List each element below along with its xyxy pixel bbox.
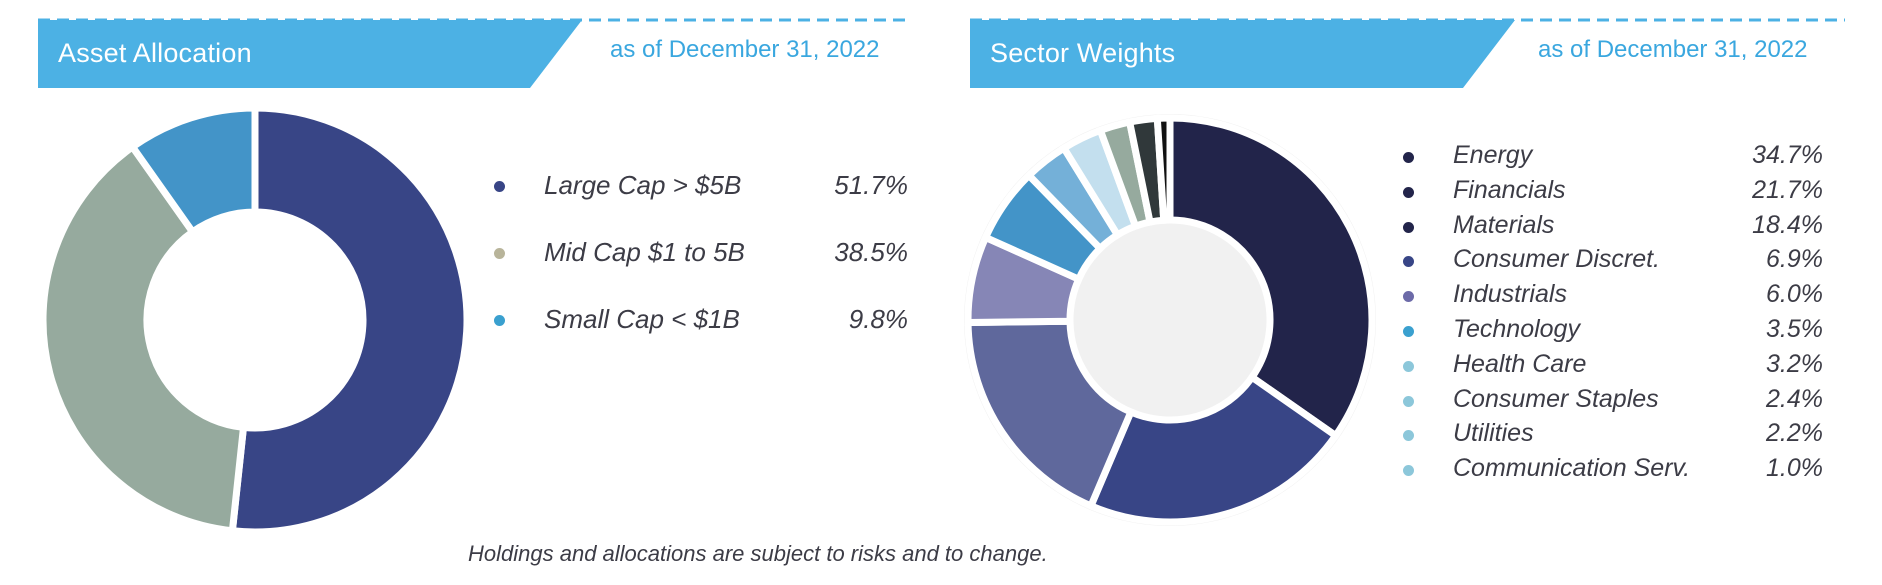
legend-value: 2.4%	[1766, 384, 1823, 413]
legend-label: Large Cap > $5B	[544, 170, 742, 200]
legend-value: 38.5%	[834, 237, 908, 267]
legend-item-small-cap-1b: Small Cap < $1B 9.8%	[494, 304, 914, 338]
header-title-tab	[38, 20, 582, 88]
asset-allocation-donut	[40, 105, 470, 535]
legend-label: Utilities	[1453, 419, 1534, 448]
legend-item-communication-serv: Communication Serv. 1.0%	[1403, 454, 1823, 488]
legend-item-health-care: Health Care 3.2%	[1403, 350, 1823, 384]
legend-dot	[1403, 395, 1414, 407]
sector-weights-title: Sector Weights	[990, 38, 1176, 68]
legend-dot	[1403, 256, 1414, 268]
legend-dot	[1403, 465, 1414, 477]
legend-item-consumer-staples: Consumer Staples 2.4%	[1403, 385, 1823, 419]
legend-label: Materials	[1453, 210, 1555, 239]
legend-item-utilities: Utilities 2.2%	[1403, 419, 1823, 453]
legend-item-technology: Technology 3.5%	[1403, 315, 1823, 349]
legend-label: Consumer Staples	[1453, 384, 1659, 413]
legend-dot	[494, 181, 505, 192]
legend-dot	[1403, 430, 1414, 442]
legend-label: Communication Serv.	[1453, 454, 1691, 483]
legend-value: 34.7%	[1752, 141, 1823, 169]
legend-item-materials: Materials 18.4%	[1403, 211, 1823, 245]
legend-dot	[1403, 186, 1414, 198]
legend-label: Financials	[1453, 175, 1566, 204]
donut-slice-financials	[1086, 372, 1341, 526]
legend-value: 18.4%	[1752, 210, 1823, 239]
legend-label: Technology	[1453, 315, 1580, 343]
legend-item-mid-cap-1-to-5b: Mid Cap $1 to 5B 38.5%	[494, 237, 914, 271]
legend-item-large-cap-5b: Large Cap > $5B 51.7%	[494, 170, 914, 204]
donut-slice-mid-cap-1-to-5b	[40, 142, 248, 535]
legend-value: 2.2%	[1766, 419, 1823, 448]
legend-label: Mid Cap $1 to 5B	[544, 237, 745, 267]
legend-value: 6.9%	[1766, 245, 1823, 274]
donut-slice-materials	[964, 317, 1136, 511]
asset-allocation-legend: Large Cap > $5B 51.7% Mid Cap $1 to 5B 38.5…	[494, 170, 914, 410]
sector-weights-date: as of December 31, 2022	[1538, 36, 1808, 63]
legend-dot	[1403, 221, 1414, 233]
donut-slice-energy	[1166, 114, 1376, 441]
legend-value: 3.5%	[1766, 315, 1823, 343]
footnote: Holdings and allocations are subject to …	[468, 541, 1048, 566]
legend-item-industrials: Industrials 6.0%	[1403, 280, 1823, 314]
legend-dot	[1403, 360, 1414, 372]
legend-label: Energy	[1453, 141, 1533, 169]
asset-allocation-header-banner	[38, 18, 910, 88]
legend-dot	[1403, 291, 1414, 303]
legend-value: 9.8%	[848, 304, 908, 334]
legend-value: 1.0%	[1766, 454, 1823, 483]
legend-value: 6.0%	[1766, 280, 1823, 309]
sector-weights-donut	[964, 114, 1376, 526]
legend-label: Small Cap < $1B	[544, 304, 740, 334]
legend-label: Consumer Discret.	[1453, 245, 1660, 274]
legend-item-financials: Financials 21.7%	[1403, 176, 1823, 210]
asset-allocation-title: Asset Allocation	[58, 38, 252, 68]
donut-slice-large-cap-5b	[228, 105, 470, 535]
legend-dot	[494, 315, 505, 326]
asset-allocation-panel: Asset Allocation as of December 31, 2022…	[0, 0, 930, 585]
legend-dot	[1403, 152, 1414, 163]
sector-weights-panel: Sector Weights as of December 31, 2022 E…	[930, 0, 1882, 585]
legend-value: 21.7%	[1752, 175, 1823, 204]
legend-label: Industrials	[1453, 280, 1567, 309]
legend-dot	[1403, 326, 1414, 337]
legend-label: Health Care	[1453, 349, 1587, 378]
asset-allocation-date: as of December 31, 2022	[610, 36, 880, 63]
donut-slice-small-cap-1b	[127, 105, 259, 237]
legend-item-energy: Energy 34.7%	[1403, 141, 1823, 175]
legend-value: 3.2%	[1766, 349, 1823, 378]
sector-weights-header-banner	[970, 18, 1845, 88]
legend-value: 51.7%	[834, 170, 908, 200]
header-title-tab	[970, 20, 1515, 88]
donut-slice-communication-serv	[1153, 114, 1174, 224]
legend-dot	[494, 248, 505, 259]
sector-weights-legend: Energy 34.7% Financials 21.7% Materials 18.4%…	[1403, 141, 1823, 486]
legend-item-consumer-discret: Consumer Discret. 6.9%	[1403, 245, 1823, 279]
